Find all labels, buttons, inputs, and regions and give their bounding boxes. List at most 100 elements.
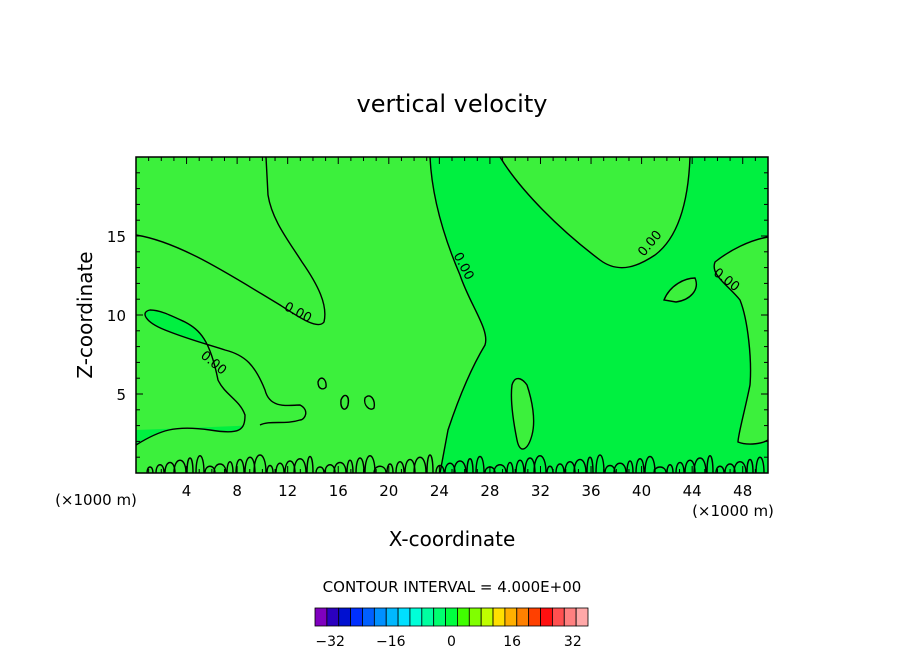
surface-contour: [706, 455, 714, 474]
surface-contour: [235, 458, 245, 474]
surface-contour: [595, 454, 605, 474]
surface-contour: [195, 455, 205, 474]
y-axis-label: Z-coordinate: [73, 251, 97, 378]
positive-region-2: [136, 157, 486, 473]
contour-line-2: [429, 156, 487, 474]
surface-contour: [315, 466, 325, 474]
colorbar-tick-label: −32: [315, 634, 345, 650]
x-tick-label: 32: [531, 482, 550, 500]
surface-contour: [226, 461, 234, 474]
surface-contour: [475, 455, 485, 474]
colorbar: [314, 607, 589, 627]
surface-contour: [253, 454, 267, 474]
contour-line-10: [363, 395, 376, 410]
surface-contour: [746, 458, 754, 474]
positive-region-9: [364, 395, 375, 410]
colorbar-swatch: [350, 607, 363, 627]
positive-region-6: [511, 378, 534, 450]
surface-contour: [493, 464, 507, 474]
surface-contour: [755, 456, 765, 474]
surface-contour: [586, 456, 594, 474]
surface-contour: [346, 459, 354, 474]
contour-interval-label: CONTOUR INTERVAL = 4.000E+00: [323, 578, 582, 596]
colorbar-swatch: [433, 607, 446, 627]
x-tick-label: 4: [182, 482, 192, 500]
surface-contour: [715, 465, 725, 474]
surface-contour: [146, 466, 154, 474]
colorbar-swatch: [326, 607, 340, 627]
colorbar-swatch: [373, 607, 387, 627]
colorbar-swatch: [551, 607, 565, 627]
y-tick-label: 10: [107, 307, 126, 325]
surface-contour: [573, 458, 587, 474]
positive-region-5: [664, 278, 697, 302]
colorbar-swatch: [540, 607, 553, 627]
x-tick-label: 16: [329, 482, 348, 500]
colorbar-tick-label: 0: [447, 634, 456, 650]
x-tick-label: 24: [430, 482, 449, 500]
contour-line-4: [713, 236, 769, 445]
y-tick-label: 15: [107, 228, 126, 246]
x-tick-label: 40: [632, 482, 651, 500]
surface-contour: [693, 457, 707, 474]
surface-contour: [435, 464, 445, 474]
surface-contour: [733, 461, 747, 474]
contour-line-1: [135, 156, 326, 326]
colorbar-swatch: [575, 607, 589, 627]
colorbar-swatch: [338, 607, 352, 627]
surface-contour: [155, 464, 165, 474]
contour-line-9: [340, 394, 350, 410]
colorbar-swatch: [516, 607, 530, 627]
colorbar-tick-label: 32: [564, 634, 582, 650]
surface-contour: [626, 460, 634, 474]
surface-contour: [413, 456, 427, 474]
contour-line-6: [135, 309, 307, 446]
colorbar-swatch: [397, 607, 411, 627]
chart-title: vertical velocity: [357, 90, 548, 118]
x-axis-label: X-coordinate: [389, 527, 516, 551]
positive-region-4: [714, 237, 768, 445]
x-unit-label: (×1000 m): [55, 491, 137, 509]
surface-contour: [644, 455, 656, 474]
colorbar-tick-label: −16: [376, 634, 406, 650]
x-tick-label: 44: [683, 482, 702, 500]
colorbar-swatch: [480, 607, 494, 627]
surface-contour: [373, 465, 387, 474]
colorbar-swatch: [457, 607, 470, 627]
surface-contour: [453, 460, 467, 474]
surface-contour: [515, 459, 525, 474]
x-tick-label: 28: [480, 482, 499, 500]
contour-line-8: [317, 377, 327, 390]
surface-contour: [364, 455, 376, 474]
surface-contour: [426, 454, 434, 474]
colorbar-swatch: [468, 607, 482, 627]
surface-contour: [533, 455, 547, 474]
surface-contour: [555, 463, 565, 474]
contour-regions: [136, 157, 768, 473]
colorbar-swatch: [445, 607, 458, 627]
surface-contour: [675, 461, 685, 474]
x-unit-label-right: (×1000 m): [692, 502, 774, 520]
surface-contour: [395, 461, 405, 474]
colorbar-swatch: [504, 607, 518, 627]
x-axis-ticks: 4 8 12 16 20 24 28 32 36 40 44 48: [148, 157, 756, 500]
surface-contour: [306, 455, 314, 474]
y-tick-label: 5: [116, 386, 126, 404]
surface-contour: [355, 457, 365, 474]
positive-region-7: [318, 378, 327, 389]
contour-line-3: [499, 156, 691, 269]
surface-contour: [466, 458, 474, 474]
x-tick-label: 36: [581, 482, 600, 500]
colorbar-swatch: [528, 607, 541, 627]
x-tick-label: 12: [278, 482, 297, 500]
x-tick-label: 48: [733, 482, 752, 500]
plot-area: 0.000.000.000.000.00 4 8 12 16 20 24 28 32 36 40 4…: [107, 156, 769, 500]
surface-contour: [613, 462, 627, 474]
surface-contour: [213, 463, 227, 474]
positive-region-8: [340, 395, 349, 410]
colorbar-tick-label: 16: [503, 634, 521, 650]
colorbar-swatch: [409, 607, 423, 627]
colorbar-swatch: [492, 607, 506, 627]
colorbar-swatch: [421, 607, 435, 627]
